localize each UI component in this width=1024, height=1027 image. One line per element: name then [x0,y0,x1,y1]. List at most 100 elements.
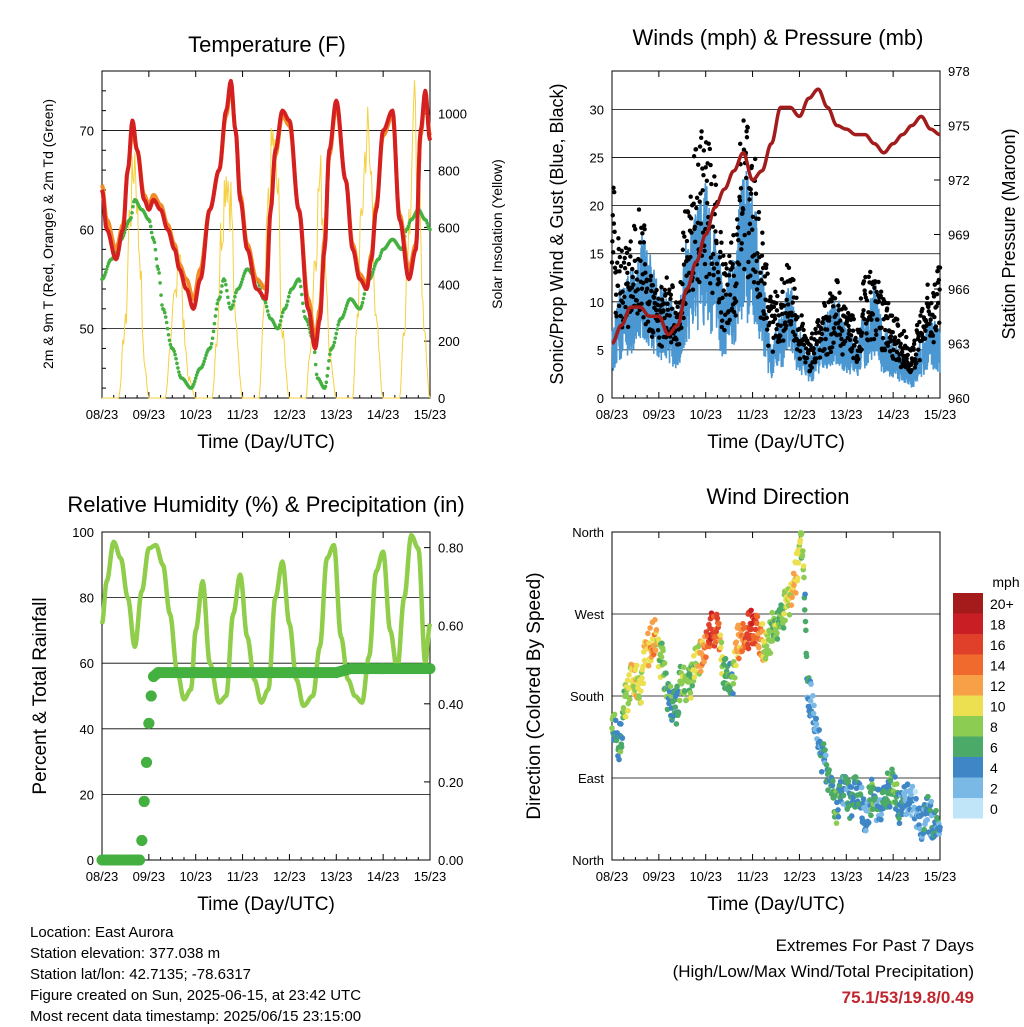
direction-point [860,796,867,802]
dewpoint-point [149,230,154,235]
direction-point [801,607,808,613]
gust-point [814,356,819,361]
direction-point [889,766,895,773]
dewpoint-point [176,366,180,370]
gust-point [868,269,873,275]
gust-point [610,250,616,255]
dewpoint-point [266,313,271,317]
direction-point [913,795,919,802]
humidity-ylabel: Percent & Total Rainfall [30,597,51,794]
winds-ytick-label: 10 [590,295,604,310]
gust-point [661,301,667,306]
gust-point [684,238,690,244]
gust-point [691,201,696,206]
gust-point [718,249,723,255]
gust-point [668,292,674,297]
direction-point [774,636,781,642]
gust-point [614,314,619,319]
gust-point [735,225,741,230]
gust-point [731,232,736,238]
winds-xtick-label: 12/23 [783,407,816,422]
gust-point [630,294,636,300]
gust-point [811,346,816,351]
dewpoint-point [279,314,284,319]
dewpoint-point [157,271,161,275]
gust-point [811,351,817,356]
speed-legend-label: 10 [990,699,1006,715]
precip-point [136,834,148,846]
gust-point [792,332,798,338]
direction-point [808,681,814,687]
direction-point [712,633,719,640]
gust-point [930,333,936,338]
dewpoint-point [406,224,411,228]
gust-point [819,337,824,342]
dewpoint-point [428,227,432,232]
gust-point [882,347,888,353]
direction-point [625,707,631,714]
gust-point [919,331,925,336]
gust-point [863,321,869,326]
gust-point [673,300,679,305]
direction-point [712,639,719,646]
dewpoint-point [302,309,306,314]
direction-point [925,793,931,800]
direction-point [806,703,813,710]
gust-point [708,281,713,286]
gust-point [618,313,623,319]
gust-point [639,286,645,291]
direction-point [759,621,766,627]
direction-point [744,641,751,648]
gust-point [765,271,770,276]
gust-point [612,265,618,270]
gust-point [630,274,635,280]
direction-ytick-label: West [575,607,605,622]
dewpoint-point [230,306,234,310]
gust-point [881,317,886,322]
direction-point [689,682,696,689]
dewpoint-point [278,319,283,323]
gust-point [905,352,910,358]
gust-point [699,135,704,140]
direction-point [763,643,770,649]
gust-point [864,331,869,336]
gust-point [610,239,615,244]
direction-series [609,530,943,842]
dewpoint-point [103,273,107,277]
dewpoint-point [201,362,206,366]
created-text: Figure created on Sun, 2025-06-15, at 23… [30,987,362,1004]
gust-point [735,217,740,222]
gust-point [739,241,744,246]
gust-point [878,289,884,294]
winds-ytick-label: 0 [597,391,604,406]
direction-point [798,530,805,536]
gust-point [875,317,880,322]
gust-point [885,315,890,321]
dewpoint-point [194,373,199,377]
solar-ylabel: Solar Insolation (Yellow) [489,159,505,309]
direction-point [901,793,908,799]
gust-point [937,287,942,292]
winds-title: Winds (mph) & Pressure (mb) [633,25,924,50]
gust-point [700,188,705,193]
dewpoint-point [167,338,172,343]
gust-point [856,356,861,362]
dewpoint-point [162,310,167,315]
extremes-subtitle: (High/Low/Max Wind/Total Precipitation) [672,962,974,981]
direction-point [780,625,787,631]
direction-point [622,713,629,720]
gust-point [625,270,630,275]
gust-point [676,342,682,347]
solar-ytick-label: 0 [438,391,445,406]
gust-point [923,328,928,333]
gust-point [725,282,730,287]
direction-point [769,609,775,616]
direction-point [786,612,793,618]
gust-point [760,241,765,246]
direction-point [652,647,659,654]
gust-point [755,280,761,286]
gust-point [927,321,932,327]
gust-point [898,364,904,370]
dewpoint-point [151,237,156,242]
